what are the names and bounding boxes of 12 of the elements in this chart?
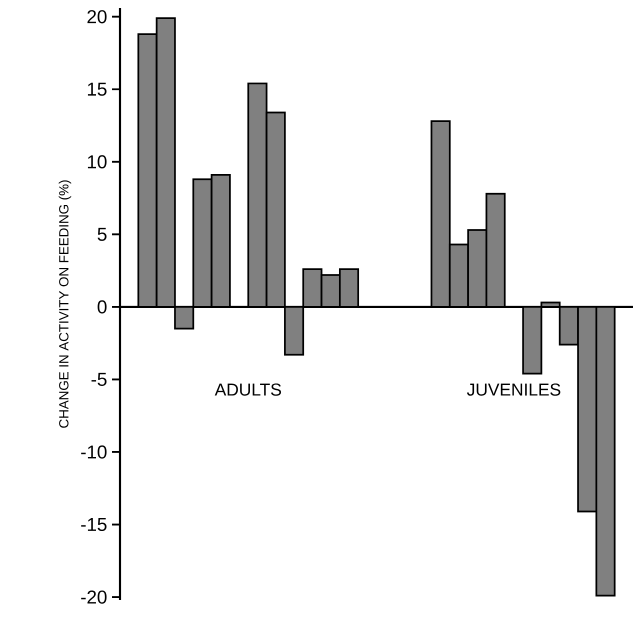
y-tick-label: -20 (81, 590, 107, 604)
y-tick-label: -10 (81, 445, 107, 459)
y-tick-label: 0 (98, 300, 107, 314)
y-tick-label: 10 (88, 155, 107, 168)
y-tick-label: 20 (87, 10, 107, 24)
y-tick-label: 15 (88, 82, 107, 96)
y-tick-label: 5 (98, 228, 107, 241)
y-axis-title: CHANGE IN ACTIVITY ON FEEDING (%) (58, 180, 72, 428)
annotation: ADULTS (214, 383, 282, 396)
y-tick-label: -15 (81, 518, 107, 532)
y-tick-label: -5 (92, 372, 107, 386)
annotation: JUVENILES (466, 383, 560, 396)
